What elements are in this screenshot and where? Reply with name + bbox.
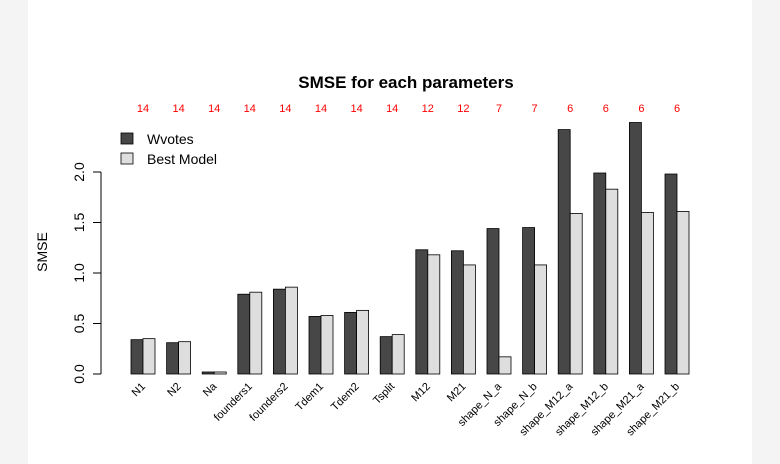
count-label: 6 xyxy=(567,103,573,115)
count-label: 14 xyxy=(350,103,362,115)
count-label: 14 xyxy=(279,103,291,115)
bar-best-model xyxy=(356,309,370,375)
count-label: 12 xyxy=(422,103,434,115)
bar-best-model xyxy=(427,254,441,375)
count-label: 14 xyxy=(315,103,327,115)
bar-wvotes xyxy=(130,339,144,375)
legend-label-wvotes: Wvotes xyxy=(147,131,194,147)
count-label: 7 xyxy=(532,103,538,115)
count-label: 14 xyxy=(208,103,220,115)
count-label: 14 xyxy=(244,103,256,115)
bar-wvotes xyxy=(415,249,429,375)
bar-best-model xyxy=(284,286,298,375)
bar-best-model xyxy=(641,211,654,375)
bar-best-model xyxy=(534,264,547,375)
count-label: 6 xyxy=(674,103,680,115)
bar-best-model xyxy=(320,315,334,375)
bar-wvotes xyxy=(486,228,500,375)
count-label: 14 xyxy=(386,103,398,115)
bar-best-model xyxy=(178,341,192,375)
bar-wvotes xyxy=(201,371,215,375)
count-label: 7 xyxy=(496,103,502,115)
y-axis: 0.0 0.5 1.0 1.5 2.0 xyxy=(71,162,102,384)
bar-wvotes xyxy=(308,316,322,375)
bar-best-model xyxy=(391,334,405,375)
bar-best-model xyxy=(569,213,583,375)
bar-best-model xyxy=(462,264,476,375)
bar-wvotes xyxy=(593,172,607,375)
bar-wvotes xyxy=(664,173,678,375)
legend-label-best-model: Best Model xyxy=(147,151,217,167)
chart-title: SMSE for each parameters xyxy=(298,73,513,92)
bar-best-model xyxy=(498,356,512,375)
bar-wvotes xyxy=(450,250,464,375)
bars xyxy=(130,122,690,375)
y-tick-label: 0.5 xyxy=(71,314,87,334)
legend-swatch-best-model xyxy=(120,152,134,165)
bar-best-model xyxy=(249,291,263,375)
bar-wvotes xyxy=(272,288,286,375)
bar-best-model xyxy=(676,210,690,375)
bar-wvotes xyxy=(379,336,393,375)
bar-best-model xyxy=(142,338,156,375)
bar-best-model xyxy=(213,371,227,375)
count-label: 14 xyxy=(137,103,149,115)
y-tick-label: 1.5 xyxy=(71,213,87,233)
bar-wvotes xyxy=(522,227,535,375)
y-tick-label: 2.0 xyxy=(71,162,87,182)
legend: Wvotes Best Model xyxy=(120,131,217,167)
legend-swatch-wvotes xyxy=(120,132,134,145)
count-label: 6 xyxy=(638,103,644,115)
count-label: 12 xyxy=(457,103,469,115)
bar-wvotes xyxy=(166,342,180,375)
count-label: 6 xyxy=(603,103,609,115)
y-tick-label: 1.0 xyxy=(71,263,87,283)
bar-wvotes xyxy=(557,129,571,375)
bar-wvotes xyxy=(344,311,358,375)
y-tick-label: 0.0 xyxy=(71,364,87,384)
bar-wvotes xyxy=(237,293,251,375)
bar-wvotes xyxy=(629,122,642,375)
bar-best-model xyxy=(605,188,619,375)
y-axis-label: SMSE xyxy=(34,232,50,272)
count-label: 14 xyxy=(172,103,184,115)
count-labels: 14 14 14 14 14 14 14 14 12 12 7 7 6 6 6 6 xyxy=(137,103,680,115)
